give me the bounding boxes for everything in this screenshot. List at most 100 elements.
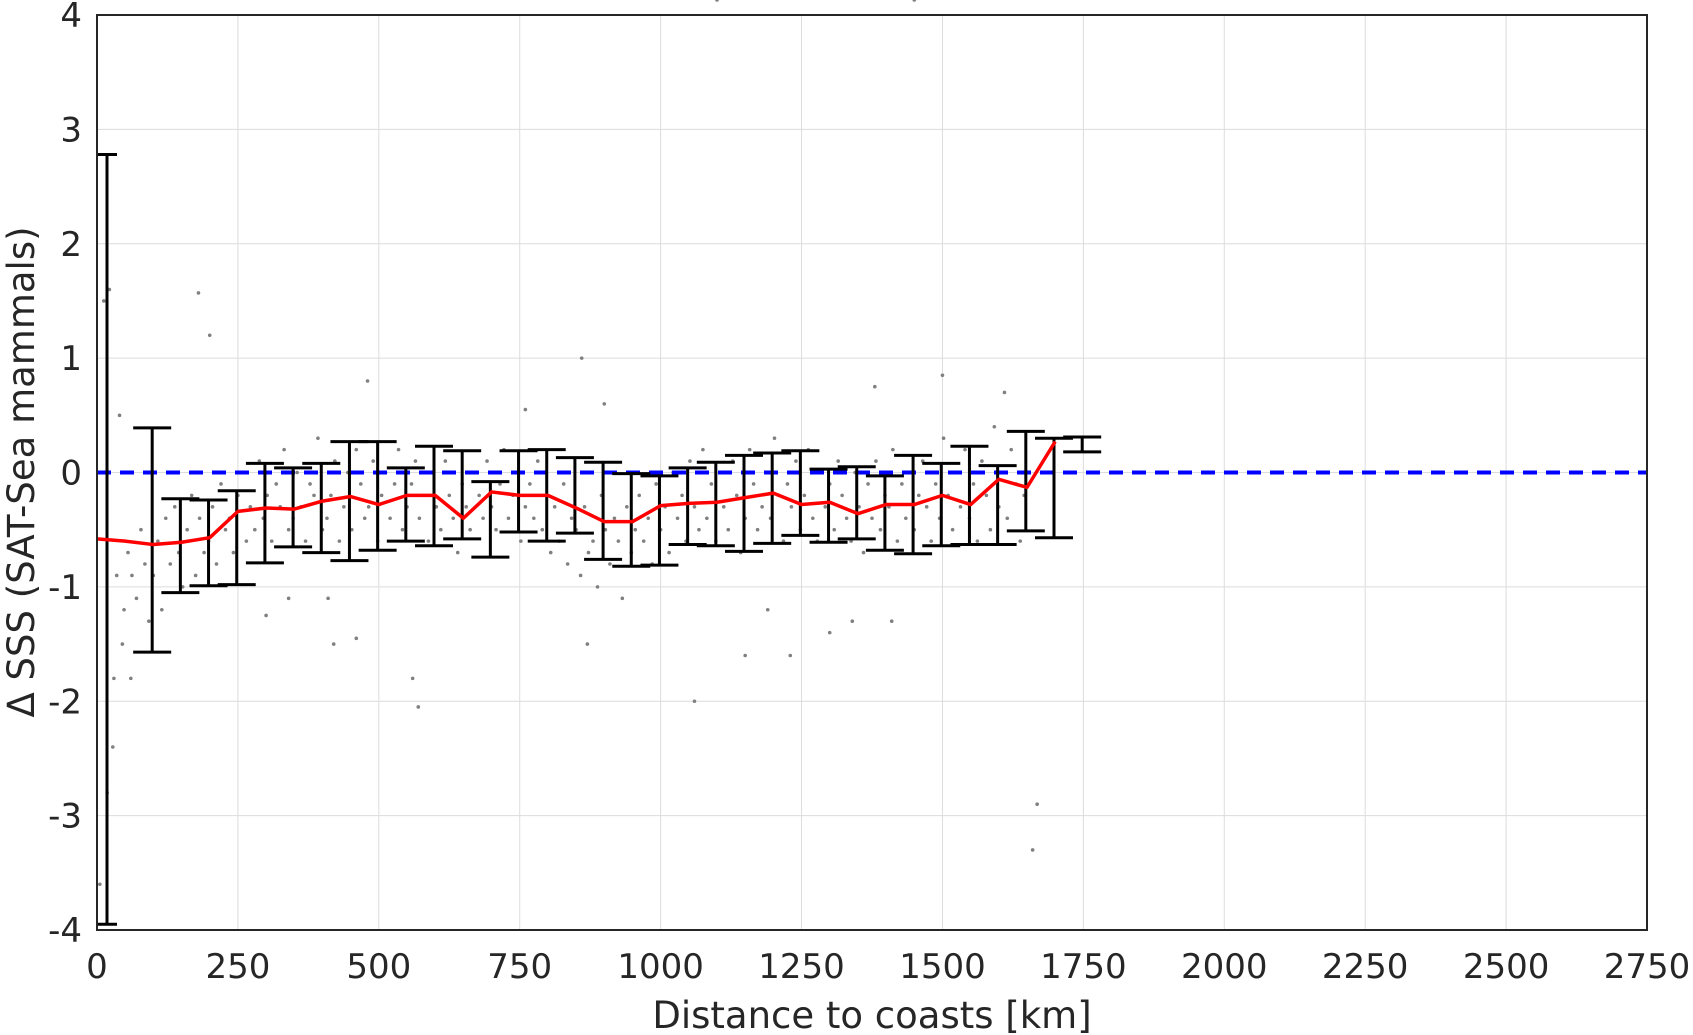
scatter-point <box>139 527 143 532</box>
scatter-point <box>193 573 198 578</box>
scatter-point <box>608 562 612 566</box>
y-tick-label: 2 <box>60 225 82 265</box>
scatter-point <box>612 516 617 521</box>
scatter-point <box>620 596 625 601</box>
scatter-point <box>523 505 528 509</box>
scatter-point <box>878 527 883 532</box>
scatter-point <box>202 550 206 555</box>
scatter-point <box>715 0 719 2</box>
scatter-point <box>365 379 370 383</box>
scatter-point <box>413 459 418 463</box>
scatter-point <box>231 550 236 555</box>
y-tick-label: -1 <box>48 568 82 608</box>
scatter-point <box>98 882 102 887</box>
scatter-point <box>439 527 443 532</box>
scatter-point <box>130 573 134 578</box>
x-tick-label: 1500 <box>899 947 986 987</box>
scatter-point <box>410 676 415 681</box>
median-line <box>96 440 1057 547</box>
scatter-point <box>223 527 228 532</box>
scatter-point <box>354 447 359 452</box>
scatter-point <box>455 550 460 555</box>
scatter-point <box>396 447 401 452</box>
scatter-point <box>548 550 553 555</box>
scatter-point <box>329 493 333 498</box>
scatter-point <box>371 459 375 463</box>
scatter-point <box>591 539 595 543</box>
scatter-point <box>312 493 316 498</box>
scatter-point <box>578 573 583 578</box>
scatter-point <box>832 527 837 532</box>
y-axis-label: Δ SSS (SAT-Sea mammals) <box>0 226 43 717</box>
scatter-point <box>168 562 173 566</box>
x-tick-label: 1750 <box>1040 947 1127 987</box>
scatter-point <box>156 539 160 543</box>
scatter-point <box>772 436 777 440</box>
scatter-point <box>160 607 164 612</box>
scatter-point <box>447 493 452 498</box>
scatter-point <box>802 493 807 498</box>
scatter-point <box>358 482 363 486</box>
scatter-point <box>417 516 422 521</box>
scatter-point <box>992 424 997 429</box>
scatter-point <box>692 505 697 509</box>
scatter-point <box>248 505 253 509</box>
scatter-point <box>163 516 168 521</box>
scatter-point <box>827 630 832 635</box>
scatter-point <box>354 636 359 641</box>
y-tick-label: -4 <box>48 911 82 951</box>
scatter-point <box>540 527 545 532</box>
y-tick-label: 3 <box>60 110 82 150</box>
scatter-point <box>726 527 731 532</box>
scatter-point <box>114 573 119 578</box>
scatter-point <box>286 527 291 532</box>
scatter-point <box>392 482 397 486</box>
scatter-point <box>451 516 456 521</box>
scatter-point <box>129 676 133 681</box>
scatter-point <box>680 493 684 498</box>
scatter-point <box>443 459 448 463</box>
scatter-point <box>874 459 878 463</box>
scatter-point <box>734 493 739 498</box>
scatter-point <box>379 493 384 498</box>
scatter-point <box>210 505 215 509</box>
scatter-point <box>595 585 600 589</box>
scatter-point <box>889 619 894 623</box>
scatter-point <box>586 550 591 555</box>
scatter-point <box>269 539 274 543</box>
scatter-point <box>189 493 194 498</box>
scatter-point <box>303 539 308 543</box>
scatter-point <box>535 459 540 463</box>
scatter-point <box>585 642 590 646</box>
scatter-point <box>325 516 329 521</box>
scatter-point <box>912 0 917 2</box>
scatter-point <box>316 436 320 440</box>
scatter-point <box>110 745 115 749</box>
scatter-point <box>789 505 794 509</box>
scatter-point <box>963 447 967 452</box>
scatter-point <box>929 539 933 543</box>
x-tick-label: 500 <box>346 947 411 987</box>
scatter-point <box>785 482 790 486</box>
scatter-point <box>143 562 147 566</box>
scatter-point <box>477 493 481 498</box>
scatter-point <box>675 516 680 521</box>
scatter-point <box>836 459 840 463</box>
scatter-point <box>747 447 752 452</box>
scatter-point <box>616 539 621 543</box>
scatter-point <box>295 470 299 475</box>
scatter-point <box>709 482 714 486</box>
scatter-point <box>120 642 125 646</box>
scatter-point <box>1030 848 1035 852</box>
x-tick-label: 750 <box>487 947 552 987</box>
scatter-point <box>282 447 286 452</box>
scatter-point <box>264 613 268 618</box>
scatter-point <box>481 516 485 521</box>
x-tick-label: 0 <box>86 947 108 987</box>
scatter-point <box>1002 390 1007 395</box>
scatter-point <box>646 516 651 521</box>
scatter-point <box>426 539 431 543</box>
scatter-point <box>633 527 638 532</box>
scatter-point <box>582 505 587 509</box>
